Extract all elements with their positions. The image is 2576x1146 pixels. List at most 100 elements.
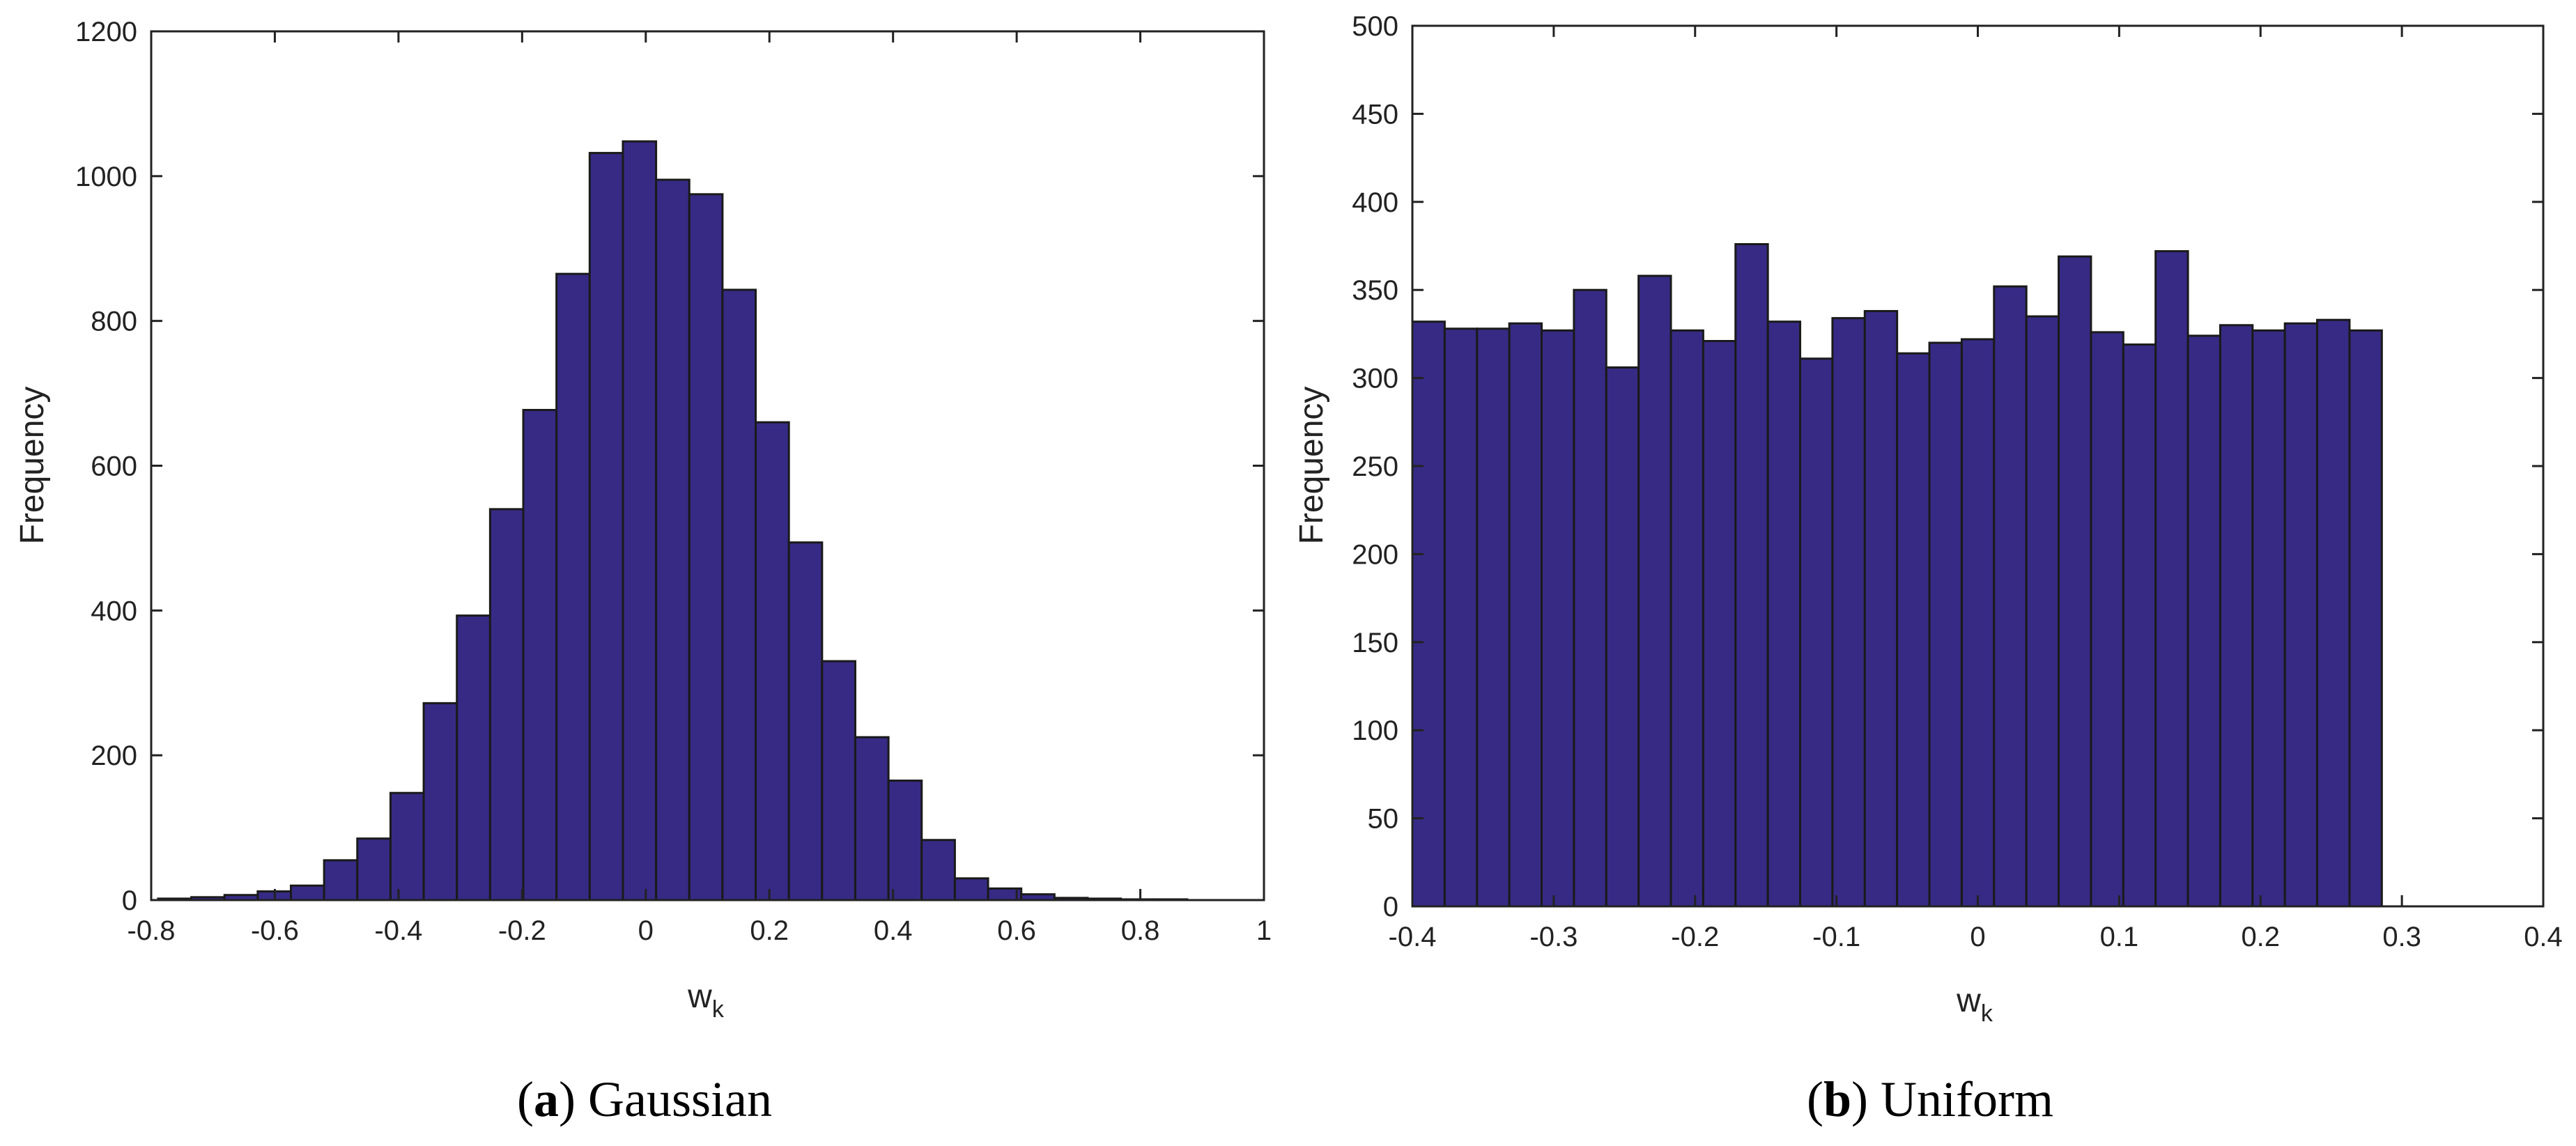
gaussian-bars	[157, 140, 1189, 901]
uniform-ytick-label: 0	[1383, 892, 1398, 922]
uniform-bar	[1993, 285, 2028, 908]
uniform-bar	[1508, 322, 1543, 908]
gaussian-xtick-label: -0.8	[128, 915, 176, 946]
gaussian-xtick-label: -0.6	[251, 915, 299, 946]
gaussian-ytick-label: 1000	[75, 162, 137, 192]
uniform-ylabel: Frequency	[1293, 387, 1330, 545]
panel-gaussian: -0.8 -0.6 -0.4 -0.2 0 0.2 0.4 0.6 0.8 1 0 200 400 600…	[14, 17, 1272, 1127]
gaussian-xtick-label: -0.4	[374, 915, 422, 946]
uniform-bar	[2283, 322, 2319, 908]
uniform-bar	[1766, 320, 1802, 908]
uniform-ytick-label: 450	[1352, 99, 1398, 130]
uniform-bar	[1541, 329, 1575, 908]
uniform-ytick-label: 250	[1352, 451, 1398, 482]
gaussian-bar	[821, 660, 856, 901]
uniform-bar	[2316, 318, 2351, 908]
uniform-bar	[1799, 357, 1834, 908]
uniform-bar	[2090, 331, 2124, 908]
uniform-ticks: -0.4 -0.3 -0.2 -0.1 0 0.1 0.2 0.3 0.4 0 50 100 150 20…	[1352, 11, 2563, 952]
gaussian-bar	[323, 859, 359, 901]
gaussian-bar	[655, 178, 691, 901]
gaussian-bar	[555, 272, 591, 901]
gaussian-bar	[688, 193, 724, 901]
uniform-bar	[2348, 329, 2383, 908]
uniform-bar	[1928, 341, 1963, 908]
gaussian-bar	[588, 152, 624, 901]
uniform-bar	[1605, 366, 1640, 908]
uniform-xtick-label: 0	[1970, 922, 1985, 952]
gaussian-bar	[290, 884, 325, 901]
uniform-bar	[1476, 327, 1511, 908]
gaussian-bar	[622, 140, 658, 901]
gaussian-bar	[920, 839, 956, 901]
gaussian-bar	[389, 791, 425, 901]
uniform-bars	[1411, 242, 2383, 908]
uniform-ytick-label: 500	[1352, 11, 1398, 42]
uniform-bar	[1573, 288, 1607, 908]
gaussian-bar	[887, 780, 923, 901]
gaussian-xtick-label: -0.2	[498, 915, 546, 946]
uniform-xtick-label: 0.4	[2524, 922, 2563, 952]
gaussian-bar	[422, 702, 458, 901]
gaussian-ticks: -0.8 -0.6 -0.4 -0.2 0 0.2 0.4 0.6 0.8 1 0 200 400 600…	[75, 17, 1272, 946]
uniform-ytick-label: 50	[1368, 804, 1399, 835]
uniform-xtick-label: -0.1	[1812, 922, 1860, 952]
uniform-xtick-label: 0.2	[2241, 922, 2280, 952]
gaussian-bar	[721, 288, 757, 901]
uniform-caption: (b) Uniform	[1807, 1071, 2053, 1127]
gaussian-bar	[854, 736, 890, 901]
panel-uniform: -0.4 -0.3 -0.2 -0.1 0 0.1 0.2 0.3 0.4 0 50 100 150 20…	[1293, 11, 2563, 1127]
gaussian-ytick-label: 600	[91, 451, 137, 482]
gaussian-bar	[755, 421, 790, 901]
uniform-xtick-label: 0.3	[2382, 922, 2421, 952]
gaussian-ytick-label: 200	[91, 741, 137, 771]
gaussian-ytick-label: 400	[91, 596, 137, 626]
uniform-bar	[2219, 324, 2254, 908]
uniform-bar	[1831, 317, 1866, 908]
uniform-bar	[2058, 255, 2092, 908]
uniform-bar	[1411, 320, 1446, 908]
uniform-bar	[1863, 310, 1899, 908]
gaussian-xtick-label: 0.2	[750, 915, 789, 946]
uniform-xtick-label: -0.4	[1389, 922, 1437, 952]
gaussian-xlabel: wk	[687, 978, 725, 1023]
gaussian-bar	[456, 614, 491, 901]
uniform-ytick-label: 150	[1352, 628, 1398, 658]
gaussian-xtick-label: 0.4	[874, 915, 913, 946]
uniform-bar	[2186, 334, 2221, 908]
gaussian-bar	[953, 877, 989, 901]
uniform-bar	[1702, 340, 1737, 908]
uniform-xtick-label: 0.1	[2100, 922, 2139, 952]
uniform-bar	[1896, 352, 1931, 908]
uniform-bar	[2251, 329, 2286, 908]
uniform-bar	[1734, 242, 1769, 908]
uniform-xlabel: wk	[1956, 982, 1993, 1027]
uniform-ytick-label: 200	[1352, 539, 1398, 570]
uniform-bar	[1960, 338, 1996, 908]
uniform-ytick-label: 100	[1352, 715, 1398, 746]
gaussian-bar	[787, 541, 824, 901]
gaussian-bar	[488, 508, 525, 901]
uniform-ytick-label: 300	[1352, 364, 1398, 394]
uniform-bar	[1637, 274, 1672, 908]
uniform-bar	[2122, 343, 2157, 908]
gaussian-ytick-label: 0	[122, 885, 137, 916]
gaussian-ytick-label: 800	[91, 307, 137, 337]
uniform-xtick-label: -0.2	[1671, 922, 1719, 952]
uniform-bar	[2025, 315, 2060, 908]
gaussian-xtick-label: 0.6	[997, 915, 1036, 946]
uniform-bar	[1443, 327, 1479, 908]
uniform-bar	[1669, 329, 1704, 908]
gaussian-ytick-label: 1200	[75, 17, 137, 47]
gaussian-xtick-label: 0	[638, 915, 654, 946]
gaussian-caption: (a) Gaussian	[517, 1071, 772, 1127]
uniform-ytick-label: 400	[1352, 187, 1398, 218]
gaussian-xtick-label: 0.8	[1121, 915, 1160, 946]
uniform-bar	[2154, 250, 2189, 908]
uniform-ytick-label: 350	[1352, 275, 1398, 306]
gaussian-bar	[522, 408, 558, 901]
gaussian-bar	[356, 837, 392, 901]
gaussian-xtick-label: 1	[1256, 915, 1272, 946]
uniform-xtick-label: -0.3	[1529, 922, 1578, 952]
